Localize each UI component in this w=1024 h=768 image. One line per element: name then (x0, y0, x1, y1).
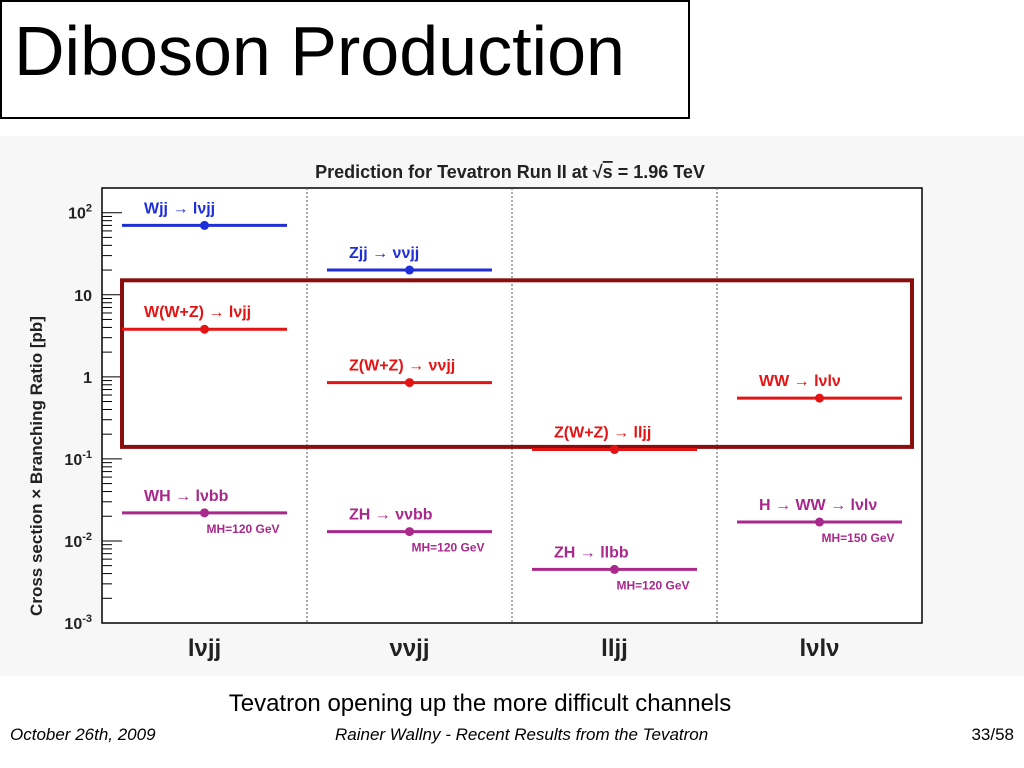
footer-presentation: Rainer Wallny - Recent Results from the … (335, 725, 709, 744)
prediction-point (200, 220, 209, 230)
chart-title: Prediction for Tevatron Run II at √s = 1… (315, 162, 705, 182)
y-tick-label: 10-3 (64, 613, 92, 633)
prediction-point (610, 445, 619, 455)
prediction-point (815, 517, 824, 527)
slide-title: Diboson Production (14, 12, 625, 90)
chart-panel: Prediction for Tevatron Run II at √s = 1… (0, 136, 1024, 676)
process-label: H → WW → lνlν (759, 497, 877, 514)
y-tick-label: 10-1 (64, 449, 92, 469)
prediction-point (405, 265, 414, 275)
cross-section-chart: Prediction for Tevatron Run II at √s = 1… (27, 162, 923, 662)
y-tick-label: 10-2 (64, 531, 92, 551)
higgs-mass-note: MH=150 GeV (822, 531, 895, 545)
process-label: W(W+Z) → lνjj (144, 304, 251, 321)
process-label: Z(W+Z) → lljj (554, 425, 651, 442)
y-axis-label: Cross section × Branching Ratio [pb] (27, 316, 46, 616)
prediction-point (405, 378, 414, 388)
higgs-mass-note: MH=120 GeV (412, 541, 485, 555)
higgs-mass-note: MH=120 GeV (617, 578, 690, 592)
process-label: WW → lνlν (759, 373, 841, 390)
process-label: ZH → ννbb (349, 507, 433, 524)
slide-caption: Tevatron opening up the more difficult c… (228, 690, 732, 717)
process-label: ZH → llbb (554, 544, 629, 561)
y-tick-label: 1 (83, 370, 92, 387)
y-tick-label: 10 (74, 288, 92, 305)
prediction-point (405, 527, 414, 537)
highlight-box (120, 278, 914, 449)
footer-page-number: 33/58 (971, 725, 1014, 744)
higgs-mass-note: MH=120 GeV (207, 522, 280, 536)
category-label: lνjj (188, 635, 221, 662)
process-label: Zjj → ννjj (349, 245, 419, 262)
category-label: lljj (601, 635, 628, 662)
category-label: ννjj (389, 635, 429, 662)
process-label: Wjj → lνjj (144, 200, 215, 217)
prediction-point (610, 564, 619, 574)
sqrt-sign: √ (593, 162, 603, 182)
process-label: Z(W+Z) → ννjj (349, 358, 455, 375)
prediction-point (200, 508, 209, 518)
y-tick-label: 102 (68, 203, 92, 223)
process-label: WH → lνbb (144, 488, 229, 505)
prediction-point (200, 324, 209, 334)
footer-date: October 26th, 2009 (10, 725, 156, 744)
title-box: Diboson Production (0, 0, 690, 119)
prediction-point (815, 393, 824, 403)
category-label: lνlν (799, 635, 839, 662)
